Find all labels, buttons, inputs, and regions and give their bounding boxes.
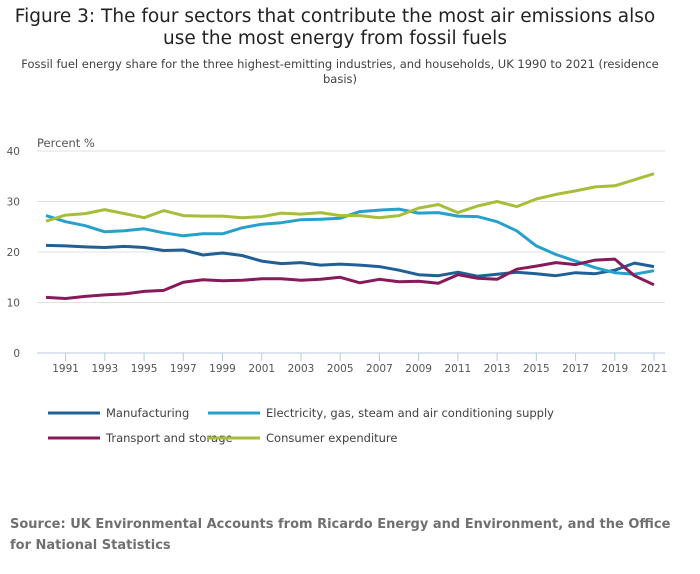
x-tick-label: 1991	[52, 363, 79, 375]
x-tick-label: 2001	[248, 363, 275, 375]
y-tick-label: 40	[7, 146, 20, 158]
legend-label: Consumer expenditure	[266, 431, 397, 445]
x-tick-label: 2011	[445, 363, 472, 375]
x-tick-label: 2017	[562, 363, 589, 375]
chart-subtitle: Fossil fuel energy share for the three h…	[21, 57, 659, 86]
y-axis-label: Percent %	[37, 136, 95, 150]
x-tick-label: 1999	[209, 363, 236, 375]
x-tick-label: 2007	[366, 363, 393, 375]
x-tick-label: 2013	[484, 363, 511, 375]
series-line-3	[45, 172, 655, 223]
legend-label: Electricity, gas, steam and air conditio…	[266, 406, 554, 420]
x-tick-label: 2009	[405, 363, 432, 375]
x-tick-label: 1993	[91, 363, 118, 375]
series-line-2	[45, 257, 655, 300]
x-tick-label: 1995	[131, 363, 158, 375]
y-tick-label: 20	[7, 247, 20, 259]
x-tick-label: 2003	[288, 363, 315, 375]
x-tick-label: 1997	[170, 363, 197, 375]
x-tick-label: 2015	[523, 363, 550, 375]
legend-label: Manufacturing	[106, 406, 189, 420]
y-tick-label: 30	[7, 197, 20, 209]
x-tick-label: 2021	[641, 363, 668, 375]
x-tick-label: 2005	[327, 363, 354, 375]
y-tick-label: 10	[7, 298, 20, 310]
legend-label: Transport and storage	[105, 431, 233, 445]
series-line-0	[45, 243, 655, 278]
x-tick-label: 2019	[601, 363, 628, 375]
chart-title: Figure 3: The four sectors that contribu…	[14, 6, 656, 49]
source-note: Source: UK Environmental Accounts from R…	[10, 517, 671, 553]
y-tick-label: 0	[13, 348, 20, 360]
